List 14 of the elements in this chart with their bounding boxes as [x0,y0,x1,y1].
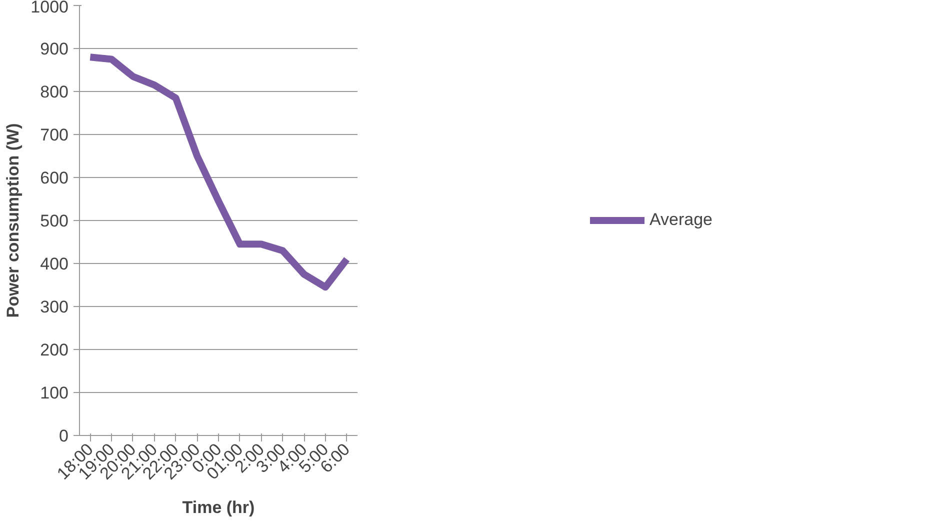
y-tick-label: 200 [40,340,69,360]
y-tick-label: 500 [40,212,69,230]
y-tick-label: 400 [40,254,69,274]
x-axis-title: Time (hr) [182,498,255,518]
y-axis-title: Power consumption (W) [4,123,23,318]
y-tick-label: 700 [40,126,69,144]
y-tick-label: 1000 [30,0,69,16]
legend-label: Average [649,210,713,230]
y-tick-label: 0 [59,426,69,446]
y-tick-label: 100 [40,384,69,402]
y-tick-label: 300 [40,298,69,316]
y-tick-label: 900 [40,40,69,58]
y-tick-label: 600 [40,168,69,188]
y-tick-label: 800 [40,82,69,102]
